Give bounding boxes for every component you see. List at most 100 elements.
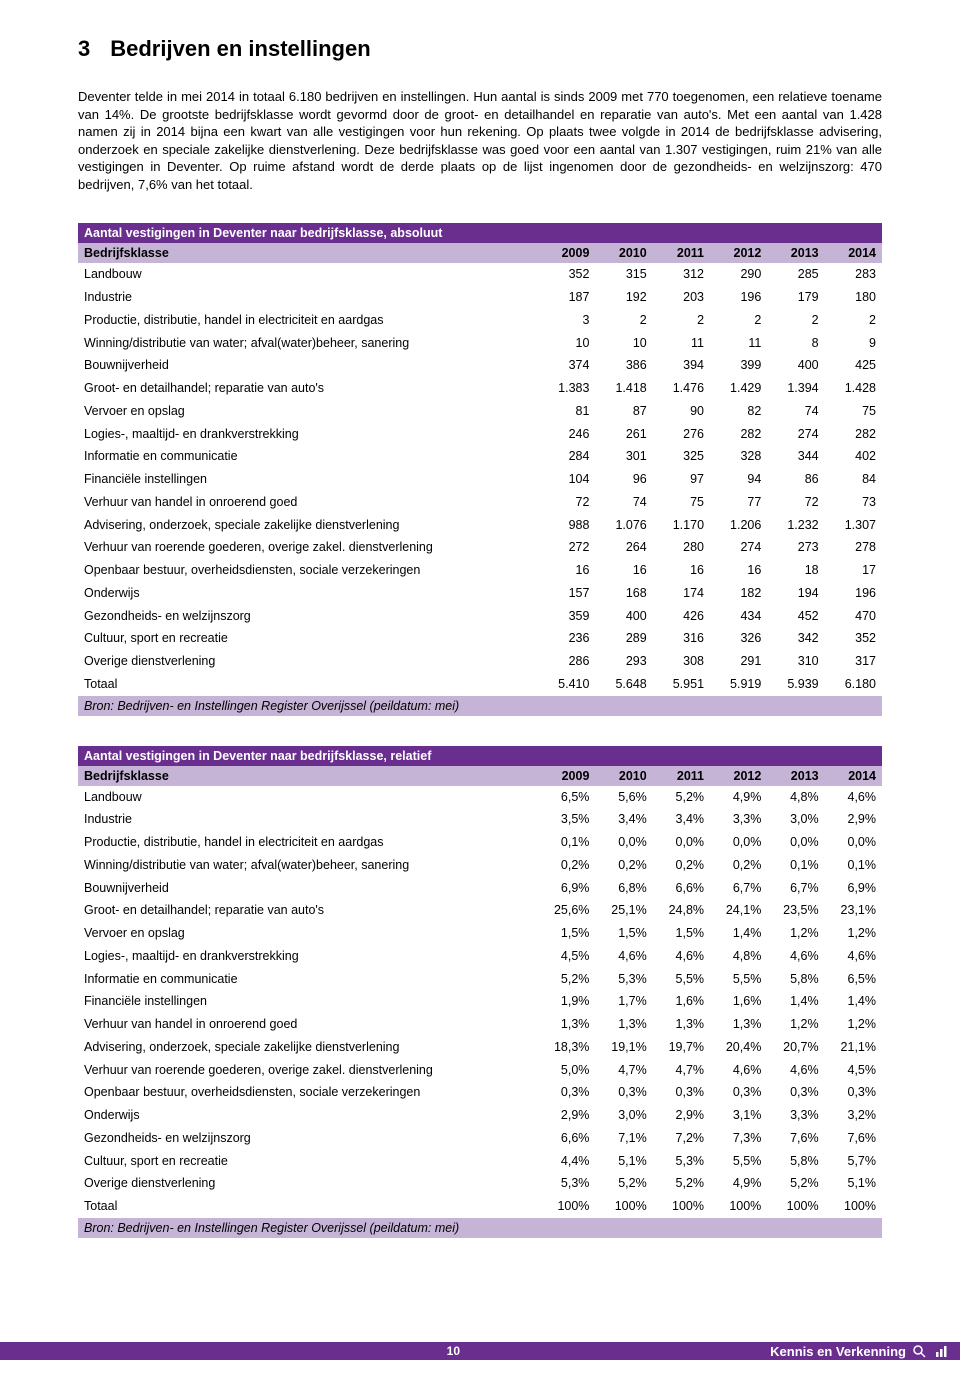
row-label: Onderwijs — [78, 1104, 538, 1127]
cell-value: 4,4% — [538, 1150, 595, 1173]
cell-value: 6,9% — [538, 877, 595, 900]
cell-value: 7,1% — [595, 1127, 652, 1150]
cell-value: 1.170 — [653, 514, 710, 537]
row-label: Informatie en communicatie — [78, 968, 538, 991]
cell-value: 23,5% — [767, 899, 824, 922]
cell-value: 1,2% — [825, 922, 882, 945]
table-row: Bouwnijverheid6,9%6,8%6,6%6,7%6,7%6,9% — [78, 877, 882, 900]
cell-value: 5,8% — [767, 968, 824, 991]
chart-icon — [934, 1344, 950, 1358]
table-row: Financiële instellingen1049697948684 — [78, 468, 882, 491]
cell-value: 179 — [767, 286, 824, 309]
table-row: Winning/distributie van water; afval(wat… — [78, 332, 882, 355]
table-row: Gezondheids- en welzijnszorg6,6%7,1%7,2%… — [78, 1127, 882, 1150]
cell-value: 5.410 — [538, 673, 595, 696]
cell-value: 16 — [710, 559, 767, 582]
cell-value: 316 — [653, 627, 710, 650]
cell-value: 81 — [538, 400, 595, 423]
row-label: Totaal — [78, 673, 538, 696]
cell-value: 194 — [767, 582, 824, 605]
cell-value: 16 — [538, 559, 595, 582]
table-source: Bron: Bedrijven- en Instellingen Registe… — [78, 1218, 882, 1238]
table-row: Verhuur van roerende goederen, overige z… — [78, 1059, 882, 1082]
cell-value: 285 — [767, 263, 824, 286]
row-label: Overige dienstverlening — [78, 650, 538, 673]
cell-value: 180 — [825, 286, 882, 309]
cell-value: 2 — [767, 309, 824, 332]
cell-value: 0,2% — [538, 854, 595, 877]
table-row: Logies-, maaltijd- en drankverstrekking 2… — [78, 423, 882, 446]
cell-value: 18,3% — [538, 1036, 595, 1059]
cell-value: 0,0% — [710, 831, 767, 854]
cell-value: 1.428 — [825, 377, 882, 400]
cell-value: 426 — [653, 605, 710, 628]
cell-value: 5,3% — [538, 1172, 595, 1195]
cell-value: 4,6% — [653, 945, 710, 968]
table-source-row: Bron: Bedrijven- en Instellingen Registe… — [78, 696, 882, 716]
cell-value: 82 — [710, 400, 767, 423]
cell-value: 0,3% — [710, 1081, 767, 1104]
footer-right: Kennis en Verkenning — [480, 1342, 960, 1360]
footer-brand: Kennis en Verkenning — [770, 1344, 906, 1359]
row-label: Cultuur, sport en recreatie — [78, 1150, 538, 1173]
cell-value: 203 — [653, 286, 710, 309]
table-row: Groot- en detailhandel; reparatie van au… — [78, 377, 882, 400]
row-label: Financiële instellingen — [78, 468, 538, 491]
col-header-year: 2012 — [710, 243, 767, 263]
cell-value: 0,1% — [538, 831, 595, 854]
cell-value: 0,3% — [825, 1081, 882, 1104]
cell-value: 1,2% — [825, 1013, 882, 1036]
row-label: Totaal — [78, 1195, 538, 1218]
cell-value: 196 — [825, 582, 882, 605]
cell-value: 344 — [767, 445, 824, 468]
row-label: Industrie — [78, 286, 538, 309]
table-row: Industrie187192203196179180 — [78, 286, 882, 309]
table-row: Overige dienstverlening28629330829131031… — [78, 650, 882, 673]
cell-value: 274 — [767, 423, 824, 446]
table-title-row: Aantal vestigingen in Deventer naar bedr… — [78, 746, 882, 766]
row-label: Cultuur, sport en recreatie — [78, 627, 538, 650]
col-header-year: 2009 — [538, 243, 595, 263]
cell-value: 23,1% — [825, 899, 882, 922]
cell-value: 24,1% — [710, 899, 767, 922]
table-row: Vervoer en opslag818790827475 — [78, 400, 882, 423]
cell-value: 16 — [595, 559, 652, 582]
cell-value: 1.206 — [710, 514, 767, 537]
cell-value: 3,1% — [710, 1104, 767, 1127]
col-header-year: 2009 — [538, 766, 595, 786]
cell-value: 5,2% — [767, 1172, 824, 1195]
data-table: Aantal vestigingen in Deventer naar bedr… — [78, 746, 882, 1238]
cell-value: 3,0% — [767, 808, 824, 831]
cell-value: 10 — [538, 332, 595, 355]
cell-value: 5,2% — [653, 1172, 710, 1195]
cell-value: 20,4% — [710, 1036, 767, 1059]
cell-value: 2 — [710, 309, 767, 332]
row-label: Logies-, maaltijd- en drankverstrekking — [78, 423, 538, 446]
cell-value: 73 — [825, 491, 882, 514]
cell-value: 399 — [710, 354, 767, 377]
cell-value: 452 — [767, 605, 824, 628]
row-label: Overige dienstverlening — [78, 1172, 538, 1195]
cell-value: 187 — [538, 286, 595, 309]
col-header-year: 2013 — [767, 766, 824, 786]
cell-value: 325 — [653, 445, 710, 468]
cell-value: 100% — [825, 1195, 882, 1218]
cell-value: 342 — [767, 627, 824, 650]
chapter-number: 3 — [78, 36, 90, 62]
page-number: 10 — [447, 1344, 460, 1358]
col-header-year: 2010 — [595, 243, 652, 263]
row-label: Landbouw — [78, 263, 538, 286]
table-row: Informatie en communicatie28430132532834… — [78, 445, 882, 468]
table-row: Groot- en detailhandel; reparatie van au… — [78, 899, 882, 922]
row-label: Verhuur van roerende goederen, overige z… — [78, 536, 538, 559]
cell-value: 312 — [653, 263, 710, 286]
table-row: Onderwijs157168174182194196 — [78, 582, 882, 605]
col-header-year: 2013 — [767, 243, 824, 263]
cell-value: 25,1% — [595, 899, 652, 922]
cell-value: 3,4% — [595, 808, 652, 831]
cell-value: 5,5% — [710, 1150, 767, 1173]
cell-value: 5,0% — [538, 1059, 595, 1082]
cell-value: 400 — [767, 354, 824, 377]
cell-value: 359 — [538, 605, 595, 628]
table-source: Bron: Bedrijven- en Instellingen Registe… — [78, 696, 882, 716]
